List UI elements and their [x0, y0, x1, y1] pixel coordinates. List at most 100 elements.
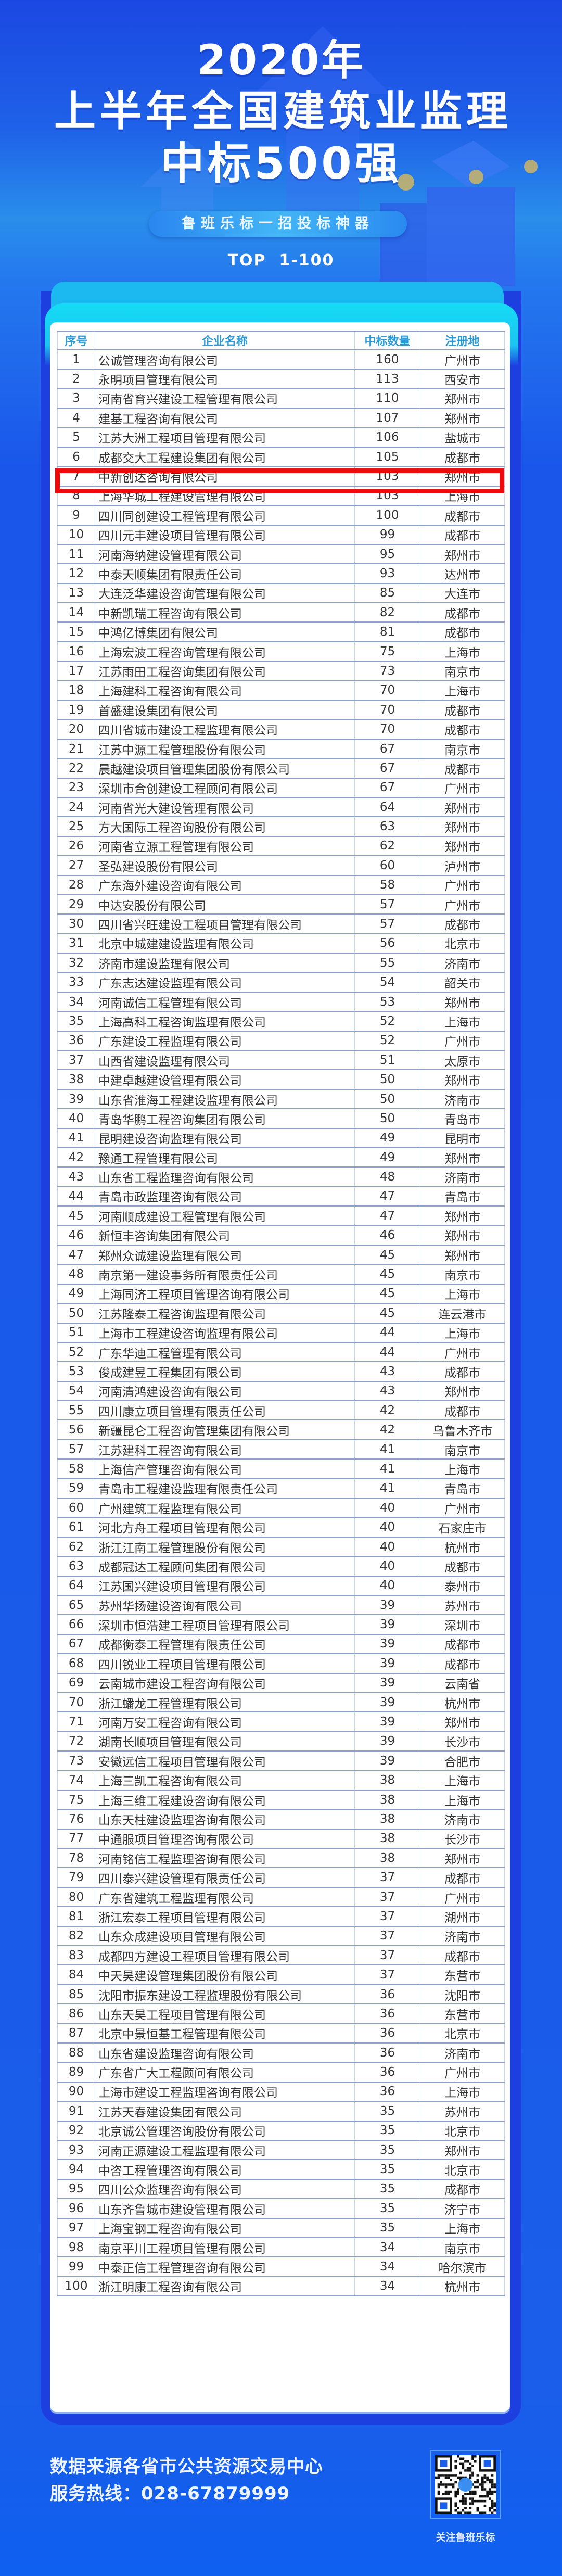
qr-module [476, 2509, 479, 2512]
ranking-range: TOP 1-100 [227, 251, 335, 270]
cell-company-name: 江苏中源工程管理股份有限公司 [95, 738, 355, 759]
cell-rank: 27 [57, 855, 95, 876]
cell-bid-count: 38 [354, 1809, 420, 1830]
table-row: 50 江苏隆泰工程咨询监理有限公司 45 连云港市 [57, 1303, 505, 1324]
table-row: 69 云南城市建设工程咨询有限公司 39 云南省 [57, 1672, 505, 1693]
table-row: 17 江苏雨田工程咨询集团有限公司 73 南京市 [57, 661, 505, 681]
table-row: 95 四川公众监理咨询有限公司 35 成都市 [57, 2178, 505, 2200]
table-row: 12 中泰天顺集团有限责任公司 93 达州市 [57, 563, 505, 584]
cell-location: 北京市 [420, 2120, 505, 2141]
cell-bid-count: 35 [354, 2120, 420, 2141]
cell-rank: 40 [57, 1108, 95, 1129]
cell-bid-count: 39 [354, 1614, 420, 1635]
qr-module [437, 2493, 440, 2495]
cell-bid-count: 58 [354, 874, 420, 895]
cell-location: 济南市 [420, 953, 505, 973]
cell-company-name: 北京诚公管理咨询股份有限公司 [95, 2120, 355, 2141]
cell-company-name: 上海宝钢工程咨询有限公司 [95, 2217, 355, 2238]
cell-location: 北京市 [420, 2159, 505, 2180]
qr-module [447, 2490, 450, 2493]
cell-rank: 9 [57, 505, 95, 526]
qr-module [474, 2455, 477, 2458]
cell-bid-count: 40 [354, 1575, 420, 1596]
table-row: 98 南京平川工程项目管理有限公司 34 南京市 [57, 2237, 505, 2258]
cell-rank: 74 [57, 1770, 95, 1791]
qr-module [459, 2471, 462, 2475]
qr-module [442, 2483, 445, 2486]
qr-code-icon[interactable] [435, 2455, 496, 2514]
cell-location: 杭州市 [420, 1536, 505, 1557]
cell-location: 广州市 [420, 1886, 505, 1908]
qr-module [459, 2499, 462, 2503]
cell-location: 济南市 [420, 2042, 505, 2063]
table-row: 72 湖南长顺项目管理有限公司 39 长沙市 [57, 1731, 505, 1752]
house-coin-illustration [380, 141, 538, 286]
qr-module [442, 2474, 445, 2477]
qr-module [488, 2479, 491, 2481]
qr-module [462, 2465, 465, 2467]
cell-location: 达州市 [420, 563, 505, 584]
cell-location: 成都市 [420, 719, 505, 740]
cell-rank: 1 [57, 349, 95, 370]
cell-company-name: 中建卓越建设管理有限公司 [95, 1069, 355, 1090]
table-row: 57 江苏建科工程咨询有限公司 41 南京市 [57, 1439, 505, 1460]
table-row: 73 安徽远信工程项目管理有限公司 39 合肥市 [57, 1750, 505, 1771]
qr-module [471, 2490, 474, 2493]
cell-bid-count: 38 [354, 1828, 420, 1849]
table-row: 40 青岛华鹏工程咨询集团有限公司 50 青岛市 [57, 1108, 505, 1129]
cell-company-name: 上海同济工程项目管理咨询有限公司 [95, 1283, 355, 1304]
cell-location: 广州市 [420, 349, 505, 370]
cell-location: 大连市 [420, 582, 505, 604]
cell-company-name: 浙江宏泰工程项目管理有限公司 [95, 1906, 355, 1927]
table-header-row: 序号 企业名称 中标数量 注册地 [57, 331, 505, 350]
cell-rank: 53 [57, 1361, 95, 1382]
qr-module [483, 2476, 487, 2479]
table-row: 68 四川锐业工程项目管理有限公司 39 成都市 [57, 1653, 505, 1674]
qr-module [471, 2474, 474, 2477]
cell-location: 济宁市 [420, 2198, 505, 2219]
table-row: 64 江苏国兴建设项目管理有限公司 40 泰州市 [57, 1575, 505, 1596]
qr-module [464, 2497, 467, 2500]
qr-module [471, 2465, 474, 2467]
cell-rank: 94 [57, 2159, 95, 2180]
cell-bid-count: 52 [354, 1011, 420, 1032]
cell-location: 郑州市 [420, 1069, 505, 1090]
table-row: 20 四川省城市建设工程监理有限公司 70 成都市 [57, 719, 505, 740]
cell-company-name: 永明项目管理有限公司 [95, 369, 355, 389]
cell-bid-count: 39 [354, 1750, 420, 1771]
qr-module [437, 2474, 440, 2477]
table-row: 53 俊成建昱工程集团有限公司 43 成都市 [57, 1361, 505, 1382]
cell-bid-count: 55 [354, 953, 420, 973]
qr-module [493, 2485, 496, 2489]
qr-module [483, 2488, 487, 2491]
qr-module [457, 2507, 459, 2509]
cell-location: 北京市 [420, 933, 505, 954]
cell-company-name: 广东华迪工程管理有限公司 [95, 1341, 355, 1363]
cell-company-name: 青岛华鹏工程咨询集团有限公司 [95, 1108, 355, 1129]
qr-module [447, 2474, 450, 2477]
qr-module [474, 2490, 477, 2493]
cell-bid-count: 41 [354, 1478, 420, 1499]
qr-code-frame[interactable] [430, 2450, 501, 2519]
cell-location: 太原市 [420, 1050, 505, 1071]
cell-company-name: 河南诚信工程管理有限公司 [95, 991, 355, 1012]
table-row: 55 四川康立项目管理有限责任公司 42 成都市 [57, 1400, 505, 1421]
cell-location: 郑州市 [420, 1244, 505, 1265]
cell-rank: 16 [57, 641, 95, 662]
cell-bid-count: 36 [354, 2023, 420, 2044]
cell-bid-count: 39 [354, 1672, 420, 1693]
cell-rank: 57 [57, 1439, 95, 1460]
cell-bid-count: 45 [354, 1264, 420, 1285]
qr-module [479, 2495, 481, 2498]
cell-bid-count: 38 [354, 1848, 420, 1869]
cell-bid-count: 35 [354, 2178, 420, 2200]
table-row: 15 中鸿亿博集团有限公司 81 成都市 [57, 621, 505, 642]
cell-rank: 29 [57, 894, 95, 915]
table-row: 2 永明项目管理有限公司 113 西安市 [57, 369, 505, 389]
cell-rank: 59 [57, 1478, 95, 1499]
qr-module [440, 2460, 448, 2467]
qr-module [440, 2502, 448, 2509]
cell-rank: 44 [57, 1186, 95, 1207]
qr-module [469, 2511, 472, 2514]
qr-module [437, 2483, 440, 2486]
